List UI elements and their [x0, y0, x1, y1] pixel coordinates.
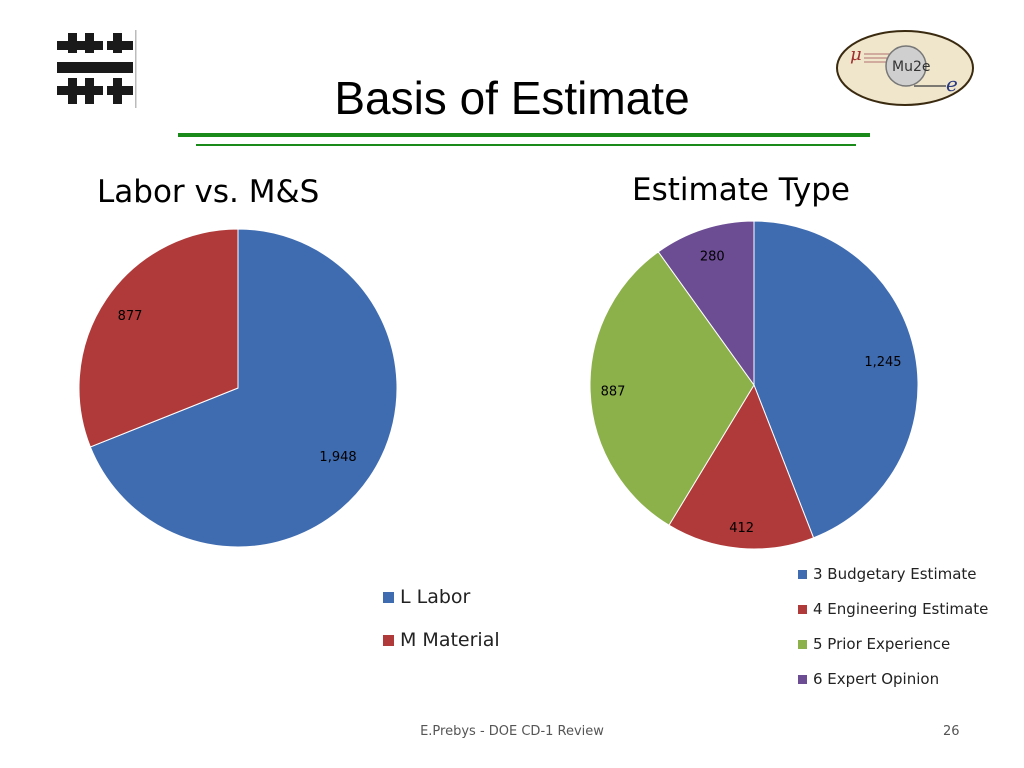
legend-label: 6 Expert Opinion: [813, 670, 940, 688]
data-label: 1,948: [319, 450, 356, 465]
data-label: 280: [700, 249, 725, 264]
mu-symbol: μ: [850, 44, 862, 65]
legend-item: 6 Expert Opinion: [798, 670, 939, 688]
data-label: 877: [118, 309, 143, 324]
pie-slice: [89, 228, 398, 548]
title-rule-thick: [178, 133, 870, 137]
pie-slice: [668, 383, 815, 550]
chart-title-labor: Labor vs. M&S: [97, 174, 320, 210]
mu2e-logo-icon: μ Mu2e e: [836, 30, 974, 106]
legend-swatch: [798, 639, 807, 649]
pie-slice: [657, 220, 755, 387]
mu2e-logo-text: Mu2e: [892, 59, 930, 75]
legend-label: 3 Budgetary Estimate: [813, 565, 977, 583]
chart-title-estimate-type: Estimate Type: [632, 172, 850, 208]
fermilab-logo-icon: [57, 30, 137, 108]
legend-swatch: [798, 604, 807, 614]
legend-swatch: [383, 634, 394, 646]
data-label: 1,245: [864, 355, 901, 370]
data-label: 887: [601, 384, 626, 399]
e-symbol: e: [946, 72, 958, 96]
legend-item: 3 Budgetary Estimate: [798, 565, 977, 583]
legend-item: L Labor: [383, 586, 470, 608]
page-number: 26: [943, 724, 960, 739]
legend-item: 5 Prior Experience: [798, 635, 950, 653]
legend-item: 4 Engineering Estimate: [798, 600, 988, 618]
data-label: 412: [729, 521, 754, 536]
legend-label: M Material: [400, 629, 500, 651]
legend-swatch: [798, 674, 807, 684]
legend-label: 5 Prior Experience: [813, 635, 951, 653]
legend-item: M Material: [383, 629, 500, 651]
legend-swatch: [798, 569, 807, 579]
legend-label: 4 Engineering Estimate: [813, 600, 989, 618]
slide-title: Basis of Estimate: [334, 72, 690, 124]
pie-slice: [589, 251, 755, 526]
pie-slice: [753, 220, 919, 539]
pie-slice: [78, 228, 239, 448]
legend-label: L Labor: [400, 586, 471, 608]
footer-text: E.Prebys - DOE CD-1 Review: [420, 724, 604, 739]
legend-swatch: [383, 591, 394, 603]
title-rule-thin: [196, 144, 856, 146]
